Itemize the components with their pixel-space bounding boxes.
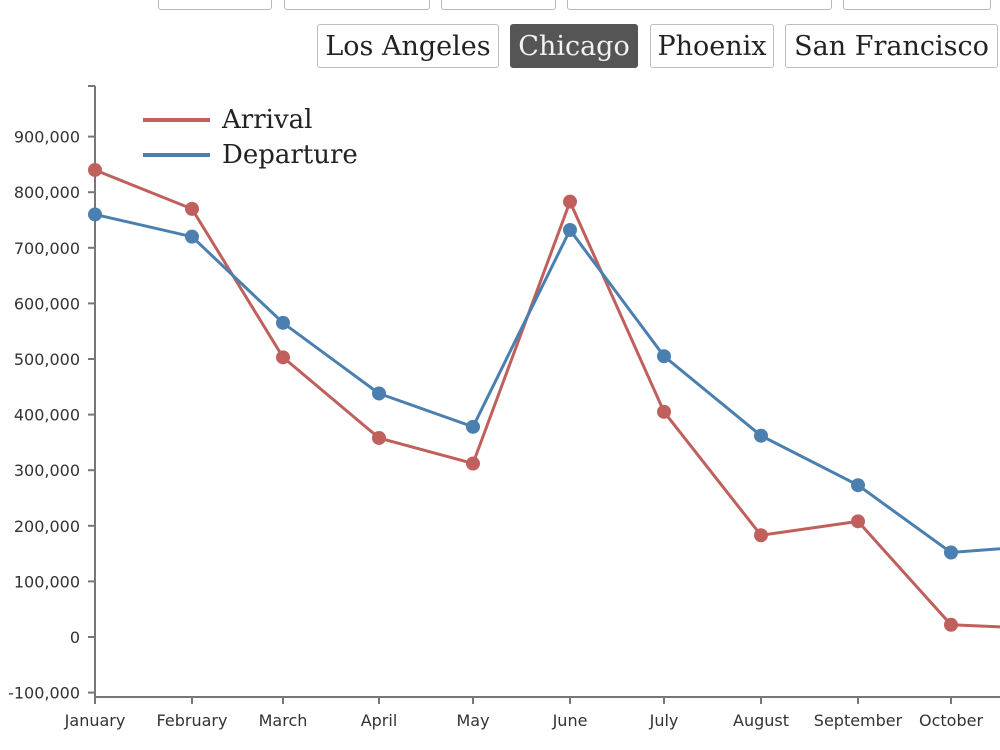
- y-tick-label: 900,000: [14, 128, 80, 147]
- city-button-phoenix[interactable]: Phoenix: [650, 24, 774, 68]
- top-button-2[interactable]: [284, 0, 430, 10]
- y-tick-label: 300,000: [14, 461, 80, 480]
- data-point-arrival: [88, 162, 102, 177]
- data-point-departure: [851, 478, 865, 493]
- x-tick-label: February: [157, 711, 228, 730]
- data-point-departure: [944, 545, 958, 560]
- y-tick-label: -100,000: [8, 684, 80, 703]
- top-button-3[interactable]: [441, 0, 556, 10]
- x-tick-label: January: [64, 711, 126, 730]
- legend: Arrival Departure: [143, 105, 358, 170]
- data-point-arrival: [944, 617, 958, 632]
- y-tick-label: 0: [70, 628, 80, 647]
- city-button-chicago[interactable]: Chicago: [510, 24, 638, 68]
- data-point-arrival: [466, 456, 480, 471]
- data-point-arrival: [657, 404, 671, 419]
- city-button-san-francisco[interactable]: San Francisco: [785, 24, 998, 68]
- data-point-arrival: [563, 194, 577, 209]
- x-tick-label: May: [456, 711, 489, 730]
- top-button-1[interactable]: [158, 0, 272, 10]
- axes: -100,000 0 100,000 200,000 300,000 400,000 500…: [8, 85, 1000, 730]
- data-point-departure: [466, 419, 480, 434]
- x-tick-label: October: [919, 711, 983, 730]
- data-point-departure: [276, 315, 290, 330]
- x-tick-label: August: [733, 711, 789, 730]
- legend-label-arrival: Arrival: [221, 105, 312, 135]
- top-button-4[interactable]: [567, 0, 832, 10]
- x-tick-label: March: [259, 711, 308, 730]
- y-tick-label: 800,000: [14, 183, 80, 202]
- data-point-departure: [185, 229, 199, 244]
- x-tick-label: July: [649, 711, 679, 730]
- data-point-departure: [563, 223, 577, 238]
- x-tick-label: September: [814, 711, 903, 730]
- data-point-arrival: [185, 201, 199, 216]
- legend-label-departure: Departure: [222, 140, 358, 170]
- data-point-arrival: [372, 430, 386, 445]
- series-layer: [88, 162, 1000, 632]
- y-tick-label: 600,000: [14, 294, 80, 313]
- data-point-departure: [88, 207, 102, 222]
- city-button-los-angeles[interactable]: Los Angeles: [317, 24, 499, 68]
- data-point-arrival: [754, 528, 768, 543]
- x-tick-label: June: [552, 711, 588, 730]
- x-tick-label: April: [361, 711, 398, 730]
- y-tick-label: 400,000: [14, 406, 80, 425]
- data-point-arrival: [851, 514, 865, 529]
- y-tick-label: 500,000: [14, 350, 80, 369]
- top-button-5[interactable]: [843, 0, 991, 10]
- y-tick-label: 100,000: [14, 572, 80, 591]
- data-point-departure: [754, 428, 768, 443]
- data-point-departure: [657, 349, 671, 364]
- y-tick-label: 200,000: [14, 517, 80, 536]
- data-point-departure: [372, 386, 386, 401]
- series-line-arrival: [94, 168, 1000, 629]
- data-point-arrival: [276, 350, 290, 365]
- y-tick-label: 700,000: [14, 239, 80, 258]
